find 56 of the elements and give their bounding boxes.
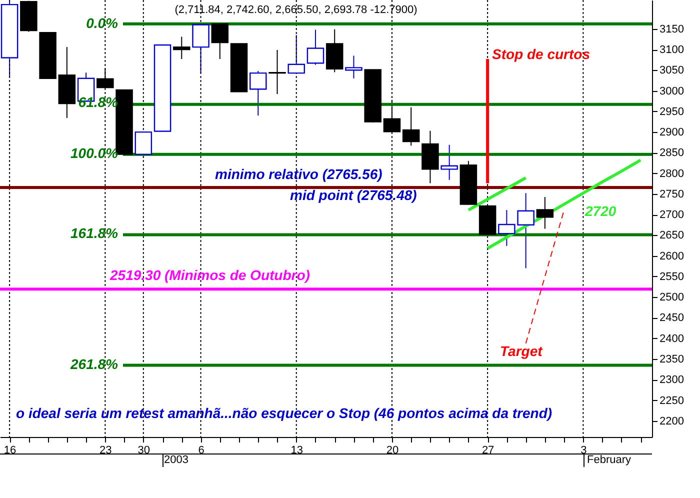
annotation: o ideal seria um retest amanhã...não esquecer o Stop (46 pontos acima da trend) [16,405,552,421]
candlestick [440,144,458,180]
y-tick-label: 3150 [660,23,684,36]
annotation: Target [500,343,544,359]
y-tick-label: 3100 [660,44,684,56]
text: February [587,454,632,466]
y-tick-label: 2500 [660,292,684,304]
y-tick-label: 3050 [660,64,684,77]
candlestick [249,70,267,116]
line-series [486,158,642,250]
x-tick-label: 13 [290,444,303,456]
chart-title: (2,711.84, 2,742.60, 2,665.50, 2,693.78 -12.7900) [174,4,418,16]
candlestick [211,23,229,60]
y-tick-label: 2950 [660,106,684,118]
candlestick [402,106,420,146]
y-tick-label: 2550 [660,270,684,283]
y-tick-label: 2750 [660,188,684,200]
x-tick-label: 16 [4,444,16,456]
y-tick-label: 2800 [660,168,684,180]
x-tick-label: 23 [100,444,112,456]
x-tick-label: 3 [580,444,587,456]
annotation: 161.8% [70,225,119,241]
annotation: 100.0% [70,145,119,161]
annotation: minimo relativo (2765.56) [215,166,383,182]
candlestick [173,36,190,60]
y-tick-label: 2700 [660,209,684,222]
x-tick-label: 20 [386,444,399,456]
candlestick [134,131,152,155]
candlestick [306,29,324,66]
annotation: 261.8% [70,356,119,372]
candlestick [192,23,210,74]
candlestick [345,55,362,79]
annotation: 2720 [584,203,616,219]
x-tick-label: 6 [198,444,204,456]
y-tick-label: 2650 [660,230,684,242]
y-tick-label: 2200 [660,415,684,428]
x-tick-label: 30 [138,444,150,456]
ref-line-label: 2519.30 (Minimos de Outubro) [109,267,310,284]
y-tick-label: 2600 [660,250,684,262]
annotation: mid point (2765.48) [290,187,418,203]
annotation: 0.0% [86,15,119,31]
line-series [466,176,528,212]
annotation: Stop de curtos [492,46,590,62]
x-tick-label: 27 [482,444,494,456]
y-tick-label: 2350 [660,354,684,366]
y-tick-label: 3000 [660,85,684,98]
y-tick-label: 2450 [660,312,684,324]
candlestick [288,34,305,74]
y-tick-label: 2850 [660,147,684,160]
candlestick [268,49,286,95]
y-tick-label: 2250 [660,394,684,407]
text: 2003 [164,454,188,466]
y-tick-label: 2300 [660,374,684,386]
y-tick-label: 2400 [660,332,684,345]
y-tick-label: 2900 [660,126,684,139]
candlestick [536,196,554,230]
